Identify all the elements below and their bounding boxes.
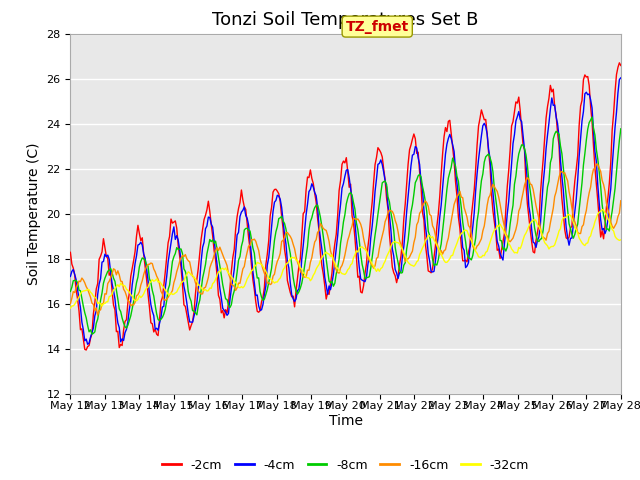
Title: Tonzi Soil Temperatures Set B: Tonzi Soil Temperatures Set B xyxy=(212,11,479,29)
Y-axis label: Soil Temperature (C): Soil Temperature (C) xyxy=(27,143,41,285)
Legend: -2cm, -4cm, -8cm, -16cm, -32cm: -2cm, -4cm, -8cm, -16cm, -32cm xyxy=(157,454,534,477)
X-axis label: Time: Time xyxy=(328,414,363,428)
Text: TZ_fmet: TZ_fmet xyxy=(346,20,409,34)
